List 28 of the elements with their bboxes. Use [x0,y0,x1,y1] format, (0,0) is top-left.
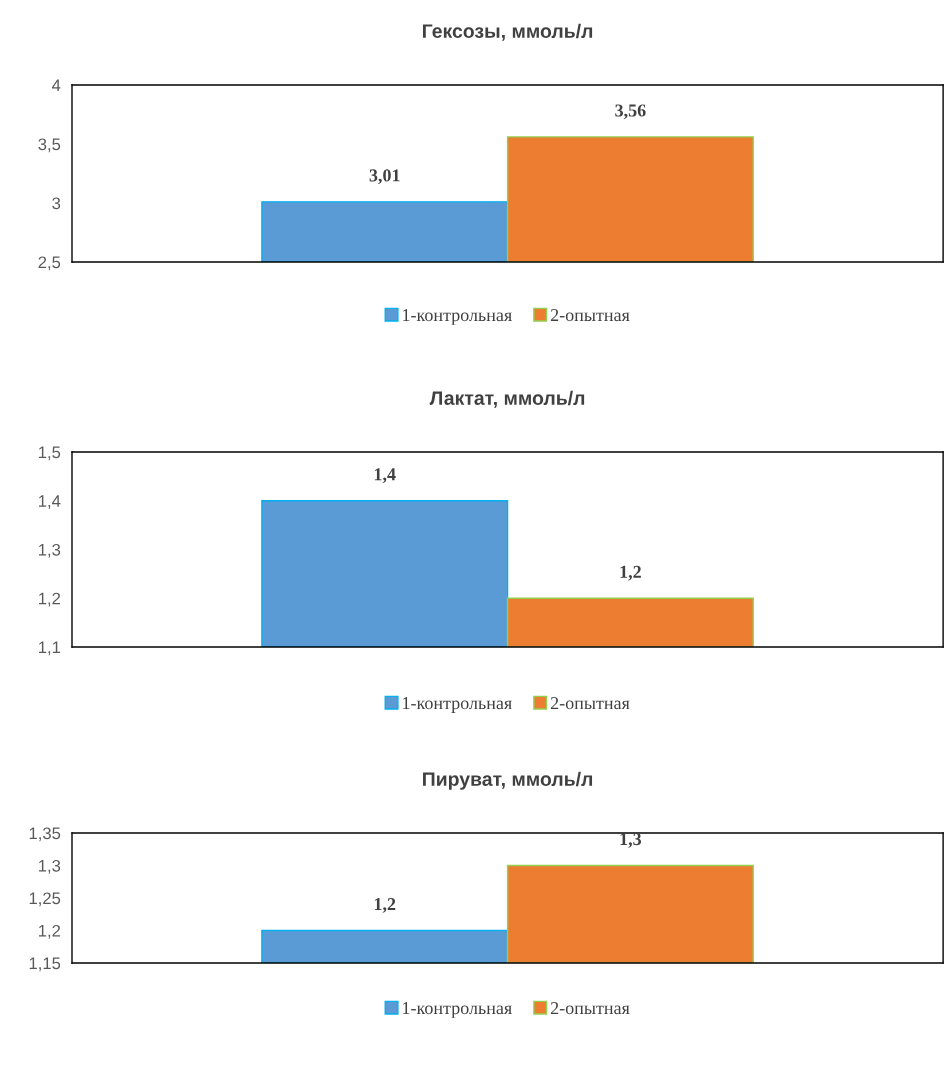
y-tick-label: 1,5 [38,446,61,461]
data-label: 1,2 [620,565,641,581]
data-label: 3,01 [369,169,400,185]
legend-label: 2-опытная [550,309,630,322]
y-tick-label: 1,25 [29,892,61,907]
y-tick-label: 2,5 [38,256,61,271]
data-label: 1,2 [374,898,396,913]
y-tick-label: 1,4 [38,495,61,509]
y-tick-label: 1,1 [38,641,61,656]
y-tick-label: 1,3 [38,543,61,558]
legend-label: 1-контрольная [403,697,512,713]
data-label: 3,56 [615,104,646,120]
legend-label: 1-контрольная [403,309,512,325]
y-tick-label: 1,35 [29,827,61,842]
y-tick-label: 4 [52,79,61,92]
chart-title: Пируват, ммоль/л [423,771,593,790]
y-tick-label: 3 [52,197,61,210]
legend-label: 2-опытная [550,1002,630,1015]
legend-label: 1-контрольная [403,1002,512,1018]
y-tick-label: 3,5 [38,138,61,153]
y-tick-label: 1,2 [38,924,61,939]
y-tick-label: 1,15 [29,957,61,972]
y-tick-label: 1,2 [38,592,61,607]
data-label: 1,4 [374,468,396,484]
y-tick-label: 1,3 [38,859,61,874]
chart-title: Лактат, ммоль/л [429,390,585,408]
legend-label: 2-опытная [550,697,630,710]
chart-title: Гексозы, ммоль/л [422,23,593,41]
